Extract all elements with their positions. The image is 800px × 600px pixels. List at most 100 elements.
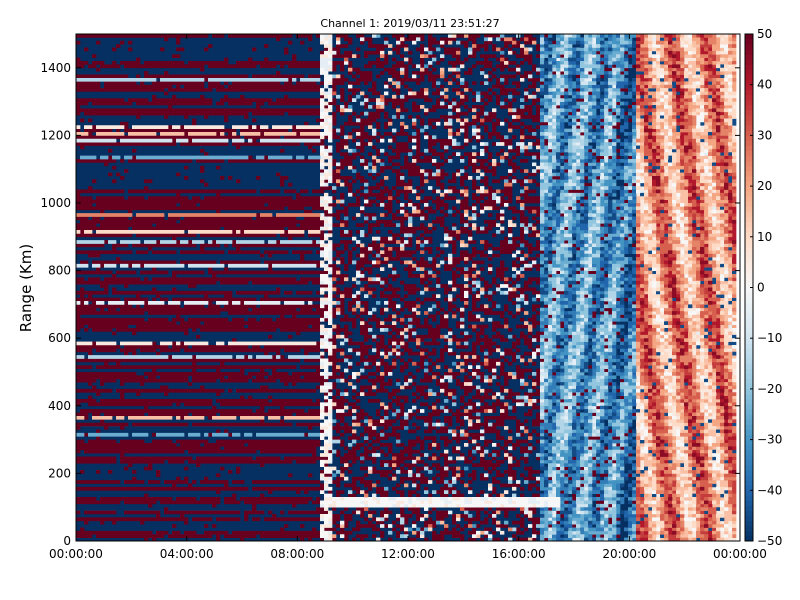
colorbar-segment [745, 338, 753, 344]
colorbar-segment [745, 333, 753, 339]
colorbar-segment [745, 257, 753, 263]
colorbar [745, 34, 753, 542]
colorbar-segment [745, 206, 753, 212]
y-tick-label: 600 [48, 331, 71, 345]
colorbar-segment [745, 510, 753, 517]
colorbar-segment [745, 226, 753, 233]
colorbar-segment [745, 140, 753, 146]
colorbar-axis: 50 40 30 20 10 0 −10 −20 −30 −40 −50 [750, 27, 782, 548]
y-axis: 0 200 400 600 800 1000 1200 1400 [40, 61, 740, 548]
colorbar-segment [745, 69, 753, 75]
x-tick-label: 20:00:00 [602, 547, 656, 561]
colorbar-segment [745, 307, 753, 314]
colorbar-segment [745, 54, 753, 60]
colorbar-segment [745, 424, 753, 430]
colorbar-tick-label: 40 [757, 78, 772, 92]
colorbar-segment [745, 175, 753, 182]
colorbar-segment [745, 525, 753, 532]
colorbar-tick-label: 20 [757, 179, 772, 193]
colorbar-segment [745, 368, 753, 375]
x-tick-label: 16:00:00 [492, 547, 546, 561]
colorbar-segment [745, 317, 753, 324]
heatmap-color-group [332, 34, 637, 542]
colorbar-tick-label: 30 [757, 128, 772, 142]
x-tick-label: 12:00:00 [381, 547, 435, 561]
colorbar-segment [745, 495, 753, 501]
colorbar-tick-label: −40 [757, 483, 782, 497]
colorbar-segment [745, 125, 753, 131]
colorbar-segment [745, 353, 753, 359]
colorbar-tick-label: 10 [757, 230, 772, 244]
x-tick-label: 04:00:00 [160, 547, 214, 561]
x-tick-label: 00:00:00 [713, 547, 767, 561]
colorbar-segment [745, 470, 753, 476]
colorbar-segment [745, 348, 753, 354]
colorbar-segment [745, 115, 753, 121]
colorbar-segment [745, 44, 753, 50]
colorbar-segment [745, 191, 753, 197]
colorbar-segment [745, 34, 753, 40]
colorbar-segment [745, 150, 753, 157]
colorbar-segment [745, 515, 753, 522]
colorbar-segment [745, 297, 753, 304]
colorbar-segment [745, 439, 753, 446]
colorbar-segment [745, 49, 753, 55]
colorbar-segment [745, 241, 753, 248]
colorbar-segment [745, 480, 753, 486]
colorbar-segment [745, 302, 753, 309]
heatmap-color-group [76, 34, 637, 542]
colorbar-tick-label: −30 [757, 433, 782, 447]
colorbar-segment [745, 535, 753, 542]
x-tick-label: 08:00:00 [270, 547, 324, 561]
heatmap-cells [76, 34, 737, 542]
colorbar-segment [745, 520, 753, 527]
colorbar-segment [745, 530, 753, 537]
colorbar-segment [745, 135, 753, 141]
y-tick-label: 1400 [40, 61, 71, 75]
colorbar-segment [745, 383, 753, 390]
colorbar-segment [745, 252, 753, 258]
colorbar-segment [745, 292, 753, 299]
colorbar-segment [745, 267, 753, 273]
colorbar-tick-label: 50 [757, 27, 772, 41]
colorbar-segment [745, 74, 753, 81]
colorbar-segment [745, 328, 753, 334]
colorbar-tick-label: 0 [757, 281, 765, 295]
x-tick-label: 00:00:00 [49, 547, 103, 561]
colorbar-segment [745, 373, 753, 380]
colorbar-segment [745, 343, 753, 349]
colorbar-segment [745, 475, 753, 481]
colorbar-segment [745, 145, 753, 152]
colorbar-segment [745, 388, 753, 395]
colorbar-segment [745, 165, 753, 172]
colorbar-segment [745, 490, 753, 496]
colorbar-segment [745, 399, 753, 405]
colorbar-segment [745, 89, 753, 96]
colorbar-segment [745, 404, 753, 410]
colorbar-segment [745, 459, 753, 466]
colorbar-segment [745, 414, 753, 420]
colorbar-segment [745, 94, 753, 101]
colorbar-segment [745, 393, 753, 400]
colorbar-segment [745, 104, 753, 111]
colorbar-segment [745, 378, 753, 385]
colorbar-segment [745, 155, 753, 162]
colorbar-segment [745, 358, 753, 364]
chart-title: Channel 1: 2019/03/11 23:51:27 [320, 17, 499, 30]
colorbar-segment [745, 196, 753, 202]
colorbar-segment [745, 287, 753, 293]
colorbar-segment [745, 160, 753, 167]
colorbar-segment [745, 211, 753, 217]
y-tick-label: 200 [48, 466, 71, 480]
colorbar-segment [745, 363, 753, 370]
colorbar-segment [745, 262, 753, 268]
colorbar-segment [745, 110, 753, 116]
colorbar-segment [745, 500, 753, 506]
y-tick-label: 800 [48, 264, 71, 278]
colorbar-segment [745, 79, 753, 86]
y-tick-label: 0 [63, 534, 71, 548]
colorbar-segment [745, 429, 753, 435]
colorbar-segment [745, 64, 753, 70]
colorbar-segment [745, 277, 753, 283]
